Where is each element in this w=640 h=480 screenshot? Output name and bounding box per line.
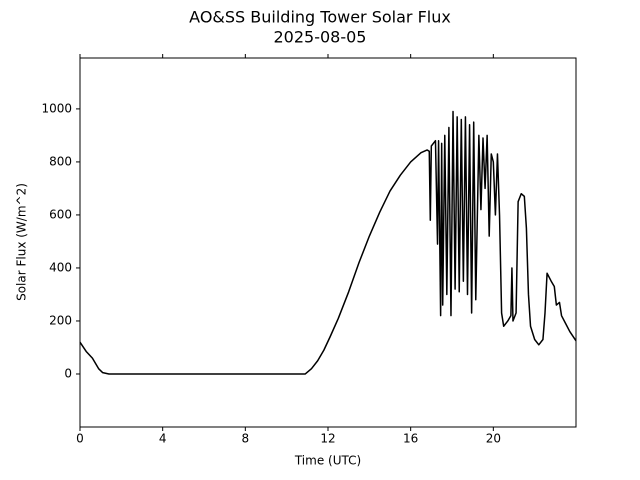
y-tick-label: 1000 — [41, 101, 72, 115]
y-axis-label: Solar Flux (W/m^2) — [15, 183, 29, 301]
x-tick-label: 12 — [320, 432, 335, 446]
y-tick-label: 800 — [49, 154, 72, 168]
x-tick-label: 16 — [403, 432, 418, 446]
line-series — [79, 110, 577, 375]
x-tick-label: 8 — [242, 432, 250, 446]
y-tick-label: 400 — [49, 260, 72, 274]
y-tick-label: 0 — [64, 366, 72, 380]
chart-title: AO&SS Building Tower Solar Flux — [189, 8, 451, 27]
x-axis-label: Time (UTC) — [294, 454, 361, 468]
x-tick-label: 4 — [159, 432, 167, 446]
chart-subtitle: 2025-08-05 — [274, 28, 367, 47]
x-tick-label: 0 — [76, 432, 84, 446]
y-tick-label: 600 — [49, 207, 72, 221]
y-tick-label: 200 — [49, 313, 72, 327]
x-tick-label: 20 — [486, 432, 501, 446]
